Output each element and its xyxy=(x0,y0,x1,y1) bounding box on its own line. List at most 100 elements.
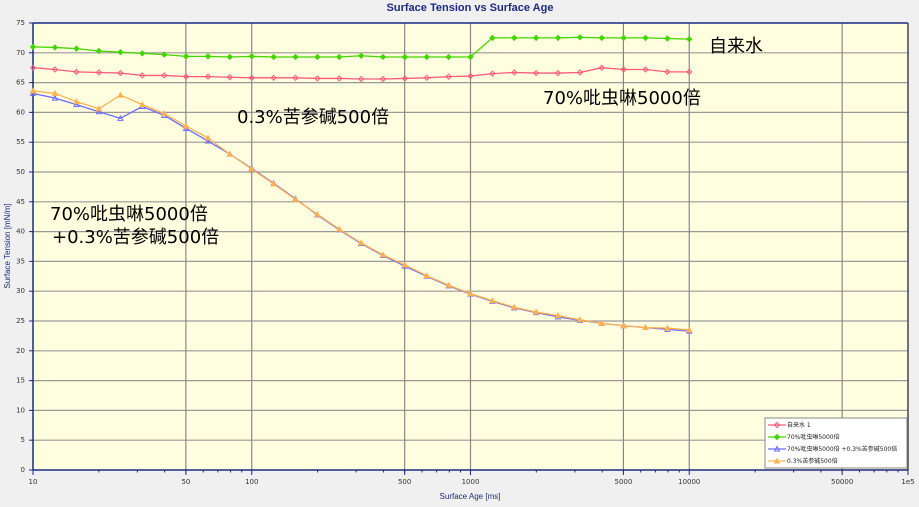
x-tick-label: 1e5 xyxy=(901,478,914,486)
data-point xyxy=(182,122,190,129)
legend-label: 0.3%苦参碱500倍 xyxy=(787,457,838,465)
data-point xyxy=(489,70,496,77)
data-point xyxy=(204,73,212,80)
legend-marker xyxy=(773,445,781,452)
legend: 自来水 1 70%吡虫啉5000倍 70%吡虫啉5000倍 +0.3%苦参碱500倍… xyxy=(764,417,908,469)
data-point xyxy=(204,53,212,60)
data-point xyxy=(423,53,430,61)
data-point xyxy=(686,35,693,43)
data-point xyxy=(204,134,212,141)
x-tick-label: 5000 xyxy=(614,478,632,486)
data-point xyxy=(51,94,59,101)
data-point xyxy=(226,74,234,81)
data-point xyxy=(620,34,627,42)
annotation-imidacloprid: 70%吡虫啉5000倍 xyxy=(543,88,701,109)
data-point xyxy=(576,34,584,41)
y-tick-label: 55 xyxy=(16,138,25,146)
data-point xyxy=(598,34,605,42)
data-point xyxy=(270,180,277,187)
data-point xyxy=(467,290,474,297)
data-point xyxy=(511,34,518,42)
data-point xyxy=(357,52,365,59)
data-point xyxy=(51,89,59,96)
data-point xyxy=(467,53,474,61)
data-point xyxy=(73,45,80,52)
y-tick-label: 25 xyxy=(16,317,25,325)
data-point xyxy=(686,68,693,76)
legend-label: 70%吡虫啉5000倍 xyxy=(787,433,840,441)
y-tick-label: 0 xyxy=(21,466,25,474)
y-tick-label: 5 xyxy=(21,436,25,444)
legend-label: 70%吡虫啉5000倍 +0.3%苦参碱500倍 xyxy=(787,445,897,453)
series-0 xyxy=(29,64,693,83)
data-point xyxy=(664,35,671,42)
data-point xyxy=(226,53,234,61)
data-point xyxy=(379,251,387,258)
data-point xyxy=(51,66,59,73)
data-point xyxy=(445,53,452,61)
annotation-mix-line2: +0.3%苦参碱500倍 xyxy=(52,227,219,248)
data-point xyxy=(554,69,562,77)
data-point xyxy=(401,53,409,61)
data-point xyxy=(73,68,80,76)
legend-box xyxy=(764,417,908,469)
x-tick-label: 1000 xyxy=(462,478,480,486)
legend-marker xyxy=(773,421,781,429)
data-point xyxy=(642,66,649,73)
data-point xyxy=(423,74,430,82)
data-point xyxy=(335,225,343,232)
data-point xyxy=(29,64,37,71)
y-axis-label: Surface Tension [mN/m] xyxy=(3,203,12,288)
data-point xyxy=(467,72,474,80)
series-group xyxy=(29,34,693,334)
annotation-matrine: 0.3%苦参碱500倍 xyxy=(237,107,389,128)
x-tick-label: 10000 xyxy=(678,478,700,486)
data-point xyxy=(226,150,234,157)
data-point xyxy=(642,34,649,42)
data-point xyxy=(270,74,277,82)
data-point xyxy=(379,53,387,61)
data-point xyxy=(29,87,37,94)
data-point xyxy=(117,91,124,98)
data-point xyxy=(160,110,168,117)
data-point xyxy=(576,69,584,76)
legend-marker xyxy=(773,457,781,464)
data-point xyxy=(664,324,671,331)
data-point xyxy=(576,316,584,323)
y-tick-label: 65 xyxy=(16,79,25,87)
data-point xyxy=(292,53,299,61)
legend-label: 自来水 1 xyxy=(787,421,811,429)
data-point xyxy=(620,322,627,329)
data-point xyxy=(248,165,256,172)
data-point xyxy=(664,68,671,76)
data-point xyxy=(117,69,124,77)
data-point xyxy=(554,312,562,319)
annotation-mix-line1: 70%吡虫啉5000倍 xyxy=(50,204,208,225)
data-point xyxy=(642,324,649,331)
series-line xyxy=(32,67,690,80)
x-tick-label: 100 xyxy=(245,478,258,486)
data-point xyxy=(117,48,124,56)
data-point xyxy=(598,319,606,326)
data-point xyxy=(117,114,124,121)
x-axis: 10 50 100 500 1000 5000 10000 50000 1e5 xyxy=(29,469,915,486)
data-point xyxy=(270,53,277,61)
data-point xyxy=(511,69,518,76)
data-point xyxy=(489,34,496,42)
y-tick-label: 20 xyxy=(16,347,25,355)
data-point xyxy=(357,75,365,83)
data-point xyxy=(248,53,255,60)
legend-marker xyxy=(773,433,781,441)
data-point xyxy=(336,53,343,61)
x-axis-label: Surface Age [ms] xyxy=(440,492,501,501)
data-point xyxy=(51,44,59,51)
data-point xyxy=(554,34,562,42)
data-point xyxy=(314,53,321,61)
chart-title: Surface Tension vs Surface Age xyxy=(387,2,554,14)
data-point xyxy=(423,272,431,279)
data-point xyxy=(510,303,518,310)
data-point xyxy=(182,53,190,60)
data-point xyxy=(161,51,168,58)
data-point xyxy=(598,64,605,71)
data-point xyxy=(532,34,540,42)
